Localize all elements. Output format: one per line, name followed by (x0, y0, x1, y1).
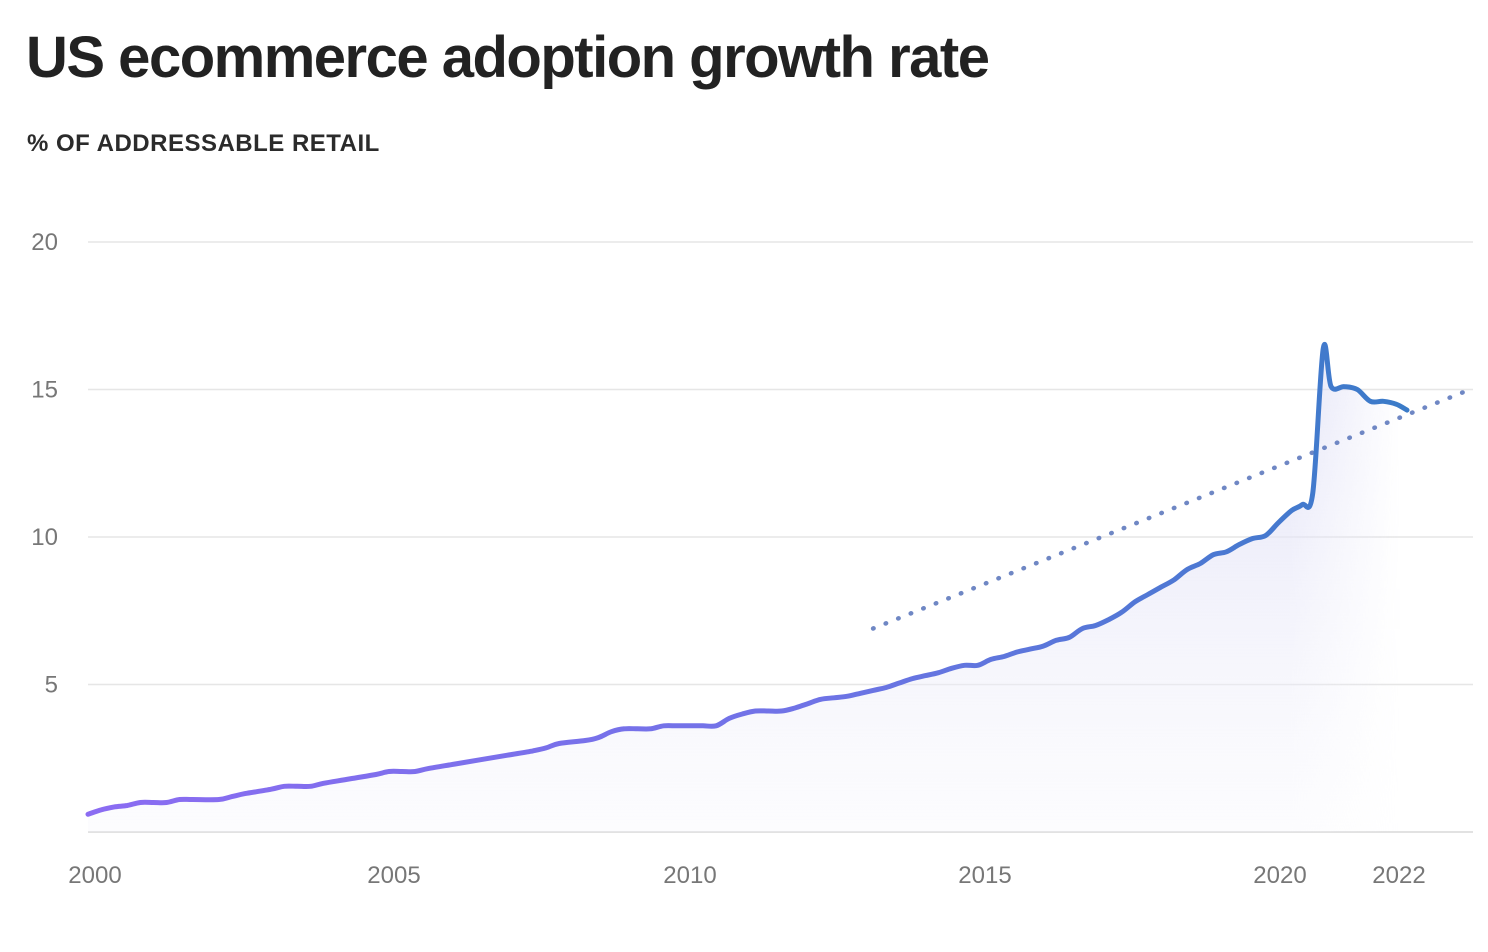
series-line (85, 342, 1410, 817)
x-axis: 2000 2005 2010 2015 2020 2022 (68, 862, 1425, 889)
y-tick-label: 10 (31, 524, 58, 551)
trend-line (870, 387, 1473, 631)
area-fill (88, 344, 1407, 832)
y-tick-label: 15 (31, 377, 58, 404)
x-tick-label: 2000 (68, 862, 121, 889)
y-tick-label: 20 (31, 229, 58, 256)
y-axis-label: % OF ADDRESSABLE RETAIL (27, 130, 380, 157)
x-tick-label: 2010 (663, 862, 716, 889)
x-tick-label: 2022 (1372, 862, 1425, 889)
y-axis: 5 10 15 20 (31, 229, 58, 699)
x-tick-label: 2020 (1253, 862, 1306, 889)
x-tick-label: 2005 (367, 862, 420, 889)
x-tick-label: 2015 (958, 862, 1011, 889)
y-tick-label: 5 (45, 672, 58, 699)
chart-title: US ecommerce adoption growth rate (26, 25, 990, 90)
